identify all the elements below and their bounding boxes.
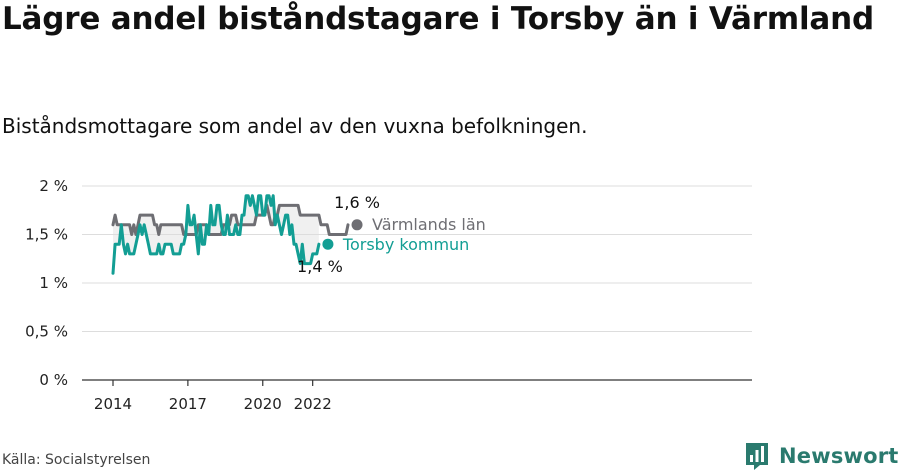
end-value-label: 1,4 % — [297, 257, 343, 276]
series-name-label: Torsby kommun — [342, 235, 469, 254]
x-tick-label: 2017 — [169, 395, 207, 413]
chart-title: Lägre andel biståndstagare i Torsby än i… — [2, 1, 874, 37]
x-tick-label: 2014 — [94, 395, 132, 413]
y-tick-label: 1 % — [39, 274, 68, 292]
series-name-label: Värmlands län — [372, 215, 486, 234]
x-tick-label: 2022 — [294, 395, 332, 413]
source-note: Källa: Socialstyrelsen — [2, 452, 151, 468]
y-tick-label: 0,5 % — [25, 323, 68, 341]
y-tick-label: 2 % — [39, 177, 68, 195]
end-value-label: 1,6 % — [334, 193, 380, 212]
newsworthy-logo-icon — [746, 443, 768, 470]
brand-name: Newsworthy — [779, 444, 900, 468]
y-tick-label: 0 % — [39, 371, 68, 389]
series-end-point — [351, 219, 363, 231]
x-tick-label: 2020 — [244, 395, 282, 413]
brand-logo: Newsworthy — [744, 441, 900, 471]
chart-subtitle: Biståndsmottagare som andel av den vuxna… — [2, 114, 588, 138]
y-tick-label: 1,5 % — [25, 226, 68, 244]
series-line-torsby-kommun — [111, 194, 321, 275]
series-line-varmlands-lan — [111, 203, 350, 236]
series-end-point — [322, 238, 334, 250]
